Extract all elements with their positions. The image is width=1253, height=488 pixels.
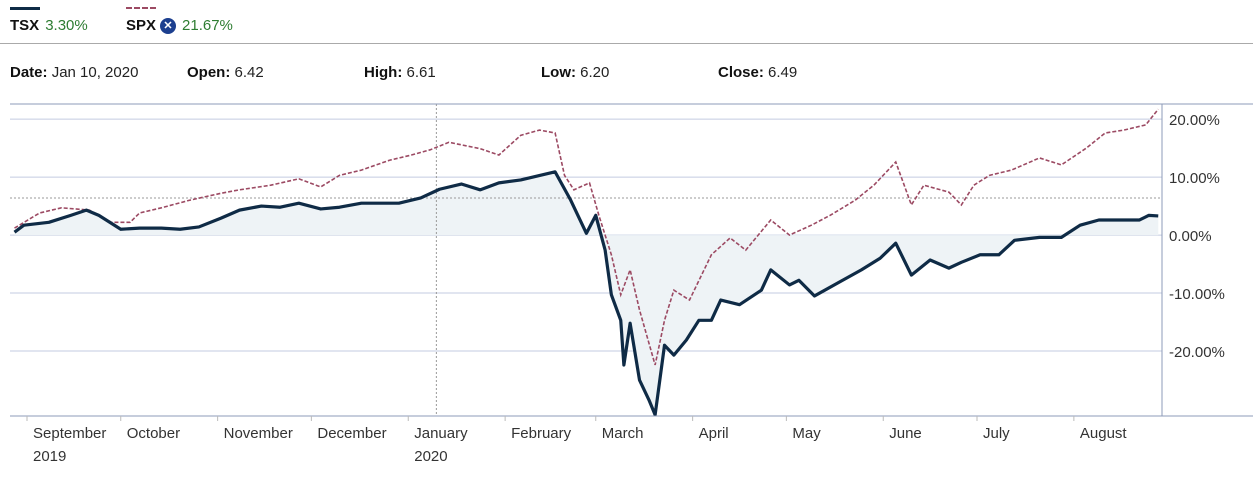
y-tick-label: -10.00% xyxy=(1169,286,1225,303)
tsx-swatch xyxy=(10,7,40,10)
y-tick-label: 20.00% xyxy=(1169,112,1220,129)
legend-symbol: TSX xyxy=(10,17,40,34)
x-tick-label: January xyxy=(414,425,468,442)
legend-change: 3.30% xyxy=(45,17,88,34)
close-circle-icon[interactable]: ✕ xyxy=(160,18,177,34)
legend-item-tsx[interactable]: TSX 3.30% xyxy=(10,17,88,34)
x-tick-label: August xyxy=(1080,425,1128,442)
y-tick-label: -20.00% xyxy=(1169,344,1225,361)
x-tick-label: October xyxy=(127,425,180,442)
info-close: Close: 6.49 xyxy=(718,64,798,81)
info-high: High: 6.61 xyxy=(364,64,436,81)
x-tick-label: May xyxy=(792,425,821,442)
legend-change: 21.67% xyxy=(182,17,233,34)
y-tick-label: 0.00% xyxy=(1169,228,1212,245)
x-tick-label: March xyxy=(602,425,644,442)
series-line-tsx xyxy=(13,170,1159,417)
y-tick-label: 10.00% xyxy=(1169,170,1220,187)
x-tick-label: December xyxy=(317,425,386,442)
tsx-area-fill xyxy=(14,171,1159,415)
x-tick-label: September xyxy=(33,425,106,442)
chart-legend: TSX 3.30% SPX ✕ 21.67% xyxy=(0,0,1253,44)
x-tick-label: November xyxy=(224,425,293,442)
info-date: Date: Jan 10, 2020 xyxy=(10,64,139,81)
legend-item-spx[interactable]: SPX ✕ 21.67% xyxy=(126,17,233,34)
legend-symbol: SPX xyxy=(126,17,157,34)
x-tick-sublabel: 2020 xyxy=(414,448,447,465)
info-low: Low: 6.20 xyxy=(541,64,610,81)
x-tick-label: February xyxy=(511,425,572,442)
plot-area xyxy=(10,104,1162,416)
info-open: Open: 6.42 xyxy=(187,64,264,81)
x-tick-sublabel: 2019 xyxy=(33,448,66,465)
x-tick-label: June xyxy=(889,425,922,442)
spx-swatch xyxy=(126,7,156,9)
x-tick-label: April xyxy=(699,425,729,442)
x-tick-label: July xyxy=(983,425,1010,442)
series-line-spx xyxy=(14,108,1159,366)
